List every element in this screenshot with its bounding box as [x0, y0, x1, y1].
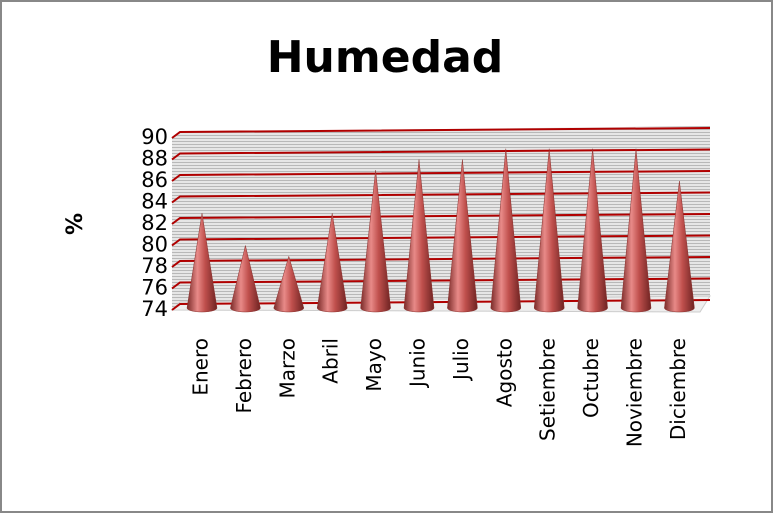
- cone: [664, 180, 695, 313]
- y-tick-label: 80: [141, 233, 168, 257]
- cone: [533, 148, 565, 313]
- grid-line: [171, 170, 711, 182]
- y-tick-label: 84: [141, 190, 168, 214]
- x-tick-label: Agosto: [492, 338, 516, 407]
- x-tick-label: Octubre: [579, 338, 603, 418]
- x-tick-label: Abril: [319, 338, 343, 384]
- grid-line: [171, 213, 711, 225]
- grid-line: [171, 299, 711, 311]
- y-tick-label: 88: [141, 147, 168, 171]
- floor: [170, 295, 711, 313]
- cone: [273, 255, 305, 313]
- grid-line: [171, 277, 711, 290]
- y-tick-label: 86: [141, 168, 168, 192]
- x-tick-label: Enero: [189, 338, 213, 396]
- x-tick-label: Noviembre: [623, 338, 647, 447]
- y-tick-label: 78: [141, 254, 168, 278]
- cone: [186, 213, 218, 313]
- grid-line: [171, 148, 711, 161]
- x-tick-label: Junio: [406, 338, 430, 389]
- y-tick-label: 74: [141, 297, 168, 321]
- cone: [577, 148, 608, 313]
- x-tick-label: Julio: [449, 338, 473, 382]
- grid-line: [171, 234, 711, 247]
- cone: [490, 148, 522, 313]
- y-tick-label: 76: [141, 276, 168, 300]
- grid-line: [171, 256, 711, 268]
- cone: [316, 213, 348, 313]
- grid-line: [171, 127, 711, 139]
- grid-line: [171, 191, 711, 204]
- y-tick-label: 90: [141, 125, 168, 149]
- x-tick-label: Marzo: [275, 338, 299, 398]
- y-tick-label: 82: [141, 211, 168, 235]
- cone: [447, 159, 478, 313]
- y-axis-label: %: [63, 213, 88, 235]
- x-tick-label: Febrero: [232, 338, 256, 414]
- cone: [230, 245, 261, 313]
- x-tick-label: Mayo: [362, 338, 386, 392]
- cone: [360, 170, 391, 313]
- cone: [403, 159, 435, 313]
- x-tick-label: Diciembre: [666, 338, 690, 440]
- chart-title: Humedad: [267, 32, 504, 83]
- cone: [620, 148, 652, 313]
- x-tick-label: Setiembre: [536, 338, 560, 441]
